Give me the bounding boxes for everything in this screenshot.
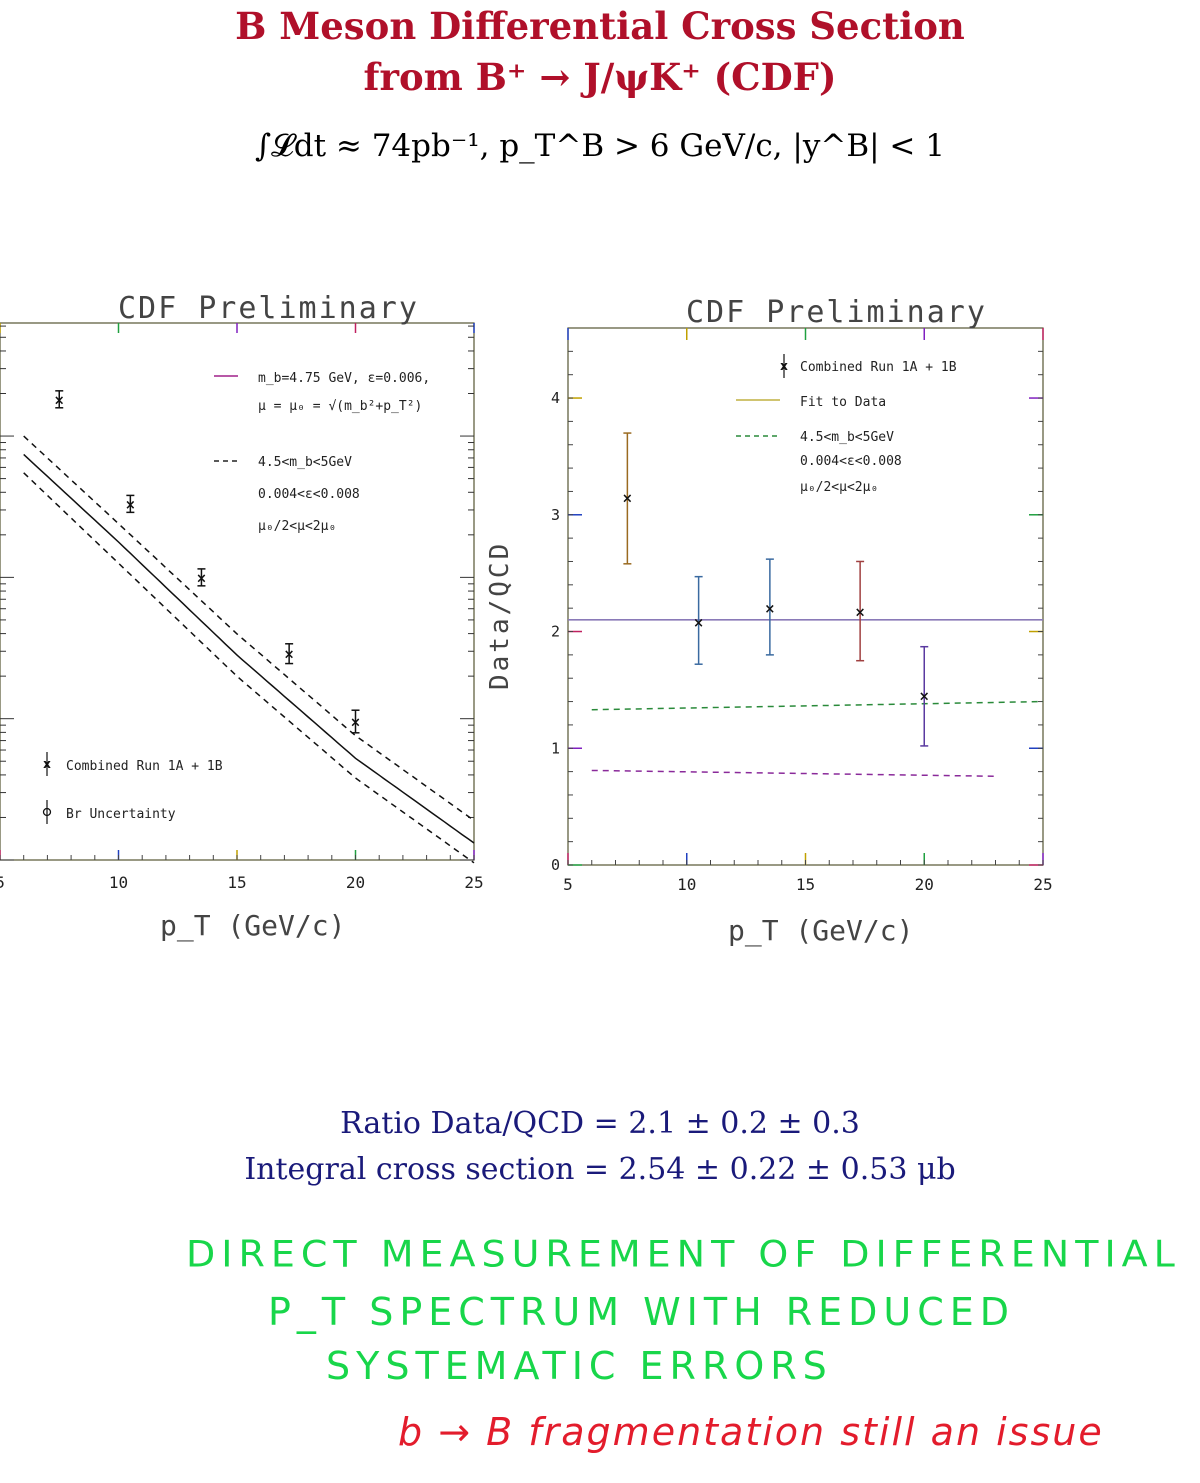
right-x-tick-label: 15 — [796, 875, 815, 894]
right-data-point: × — [855, 606, 866, 621]
page-title-line2: from B⁺ → J/ψK⁺ (CDF) — [363, 55, 837, 99]
right-x-tick-label: 20 — [915, 875, 934, 894]
right-x-tick-label: 10 — [677, 875, 696, 894]
note-line-4: b → B fragmentation still an issue — [398, 1410, 1104, 1454]
right-x-axis-label: p_T (GeV/c) — [728, 914, 913, 948]
left-x-tick-label: 5 — [0, 873, 5, 892]
integral-result: Integral cross section = 2.54 ± 0.22 ± 0… — [244, 1152, 956, 1187]
legend-label: m_b=4.75 GeV, ε=0.006, — [258, 371, 430, 386]
right-data-point: × — [622, 491, 633, 506]
right-y-tick-label: 0 — [551, 856, 560, 874]
left-chart-title: CDF Preliminary — [118, 291, 419, 326]
right-y-tick-label: 4 — [551, 389, 560, 407]
left-x-tick-label: 25 — [464, 873, 483, 892]
left-data-point: × — [125, 498, 136, 513]
theory-central-curve — [23, 453, 475, 844]
right-y-axis-label: Data/QCD — [485, 541, 515, 690]
legend-label: μ₀/2<μ<2μ₀ — [800, 480, 878, 495]
left-data-point: × — [196, 571, 207, 586]
note-line-2: P_T SPECTRUM WITH REDUCED — [268, 1290, 1016, 1334]
left-data-point: × — [54, 393, 65, 408]
legend-label: 0.004<ε<0.008 — [800, 454, 902, 469]
left-x-axis-label: p_T (GeV/c) — [160, 909, 345, 943]
right-x-tick-label: 25 — [1033, 875, 1052, 894]
legend-label: Combined Run 1A + 1B — [800, 360, 957, 375]
legend-label: Br Uncertainty — [66, 807, 176, 822]
ratio-result: Ratio Data/QCD = 2.1 ± 0.2 ± 0.3 — [340, 1106, 860, 1141]
note-line-3: SYSTEMATIC ERRORS — [326, 1344, 833, 1388]
legend-label: 0.004<ε<0.008 — [258, 487, 360, 502]
right-x-tick-label: 5 — [563, 875, 573, 894]
theory-lower-curve — [23, 472, 475, 864]
page-title: B Meson Differential Cross Section — [235, 4, 965, 48]
left-data-point: × — [284, 648, 295, 663]
right-data-point: × — [764, 602, 775, 617]
legend-label: μ = μ₀ = √(m_b²+p_T²) — [258, 399, 422, 414]
right-data-point: × — [919, 690, 930, 705]
legend-label: 4.5<m_b<5GeV — [258, 455, 352, 470]
right-y-tick-label: 3 — [551, 506, 560, 524]
theory-upper-curve — [23, 435, 475, 822]
left-x-tick-label: 15 — [227, 873, 246, 892]
note-line-1: DIRECT MEASUREMENT OF DIFFERENTIAL — [186, 1233, 1181, 1275]
legend-label: Combined Run 1A + 1B — [66, 759, 223, 774]
upper-band-line — [591, 700, 1044, 711]
right-data-point: × — [693, 616, 704, 631]
left-x-tick-label: 10 — [109, 873, 128, 892]
right-chart-title: CDF Preliminary — [686, 295, 987, 330]
left-data-point: × — [350, 716, 361, 731]
right-y-tick-label: 2 — [551, 623, 560, 641]
left-x-tick-label: 20 — [346, 873, 365, 892]
right-y-tick-label: 1 — [551, 739, 560, 757]
page-subtitle: ∫𝓛dt ≈ 74pb⁻¹, p_T^B > 6 GeV/c, |y^B| < … — [255, 128, 945, 164]
legend-label: μ₀/2<μ<2μ₀ — [258, 519, 336, 534]
lower-band-line — [591, 769, 996, 778]
legend-label: Fit to Data — [800, 395, 886, 410]
legend-label: 4.5<m_b<5GeV — [800, 430, 894, 445]
